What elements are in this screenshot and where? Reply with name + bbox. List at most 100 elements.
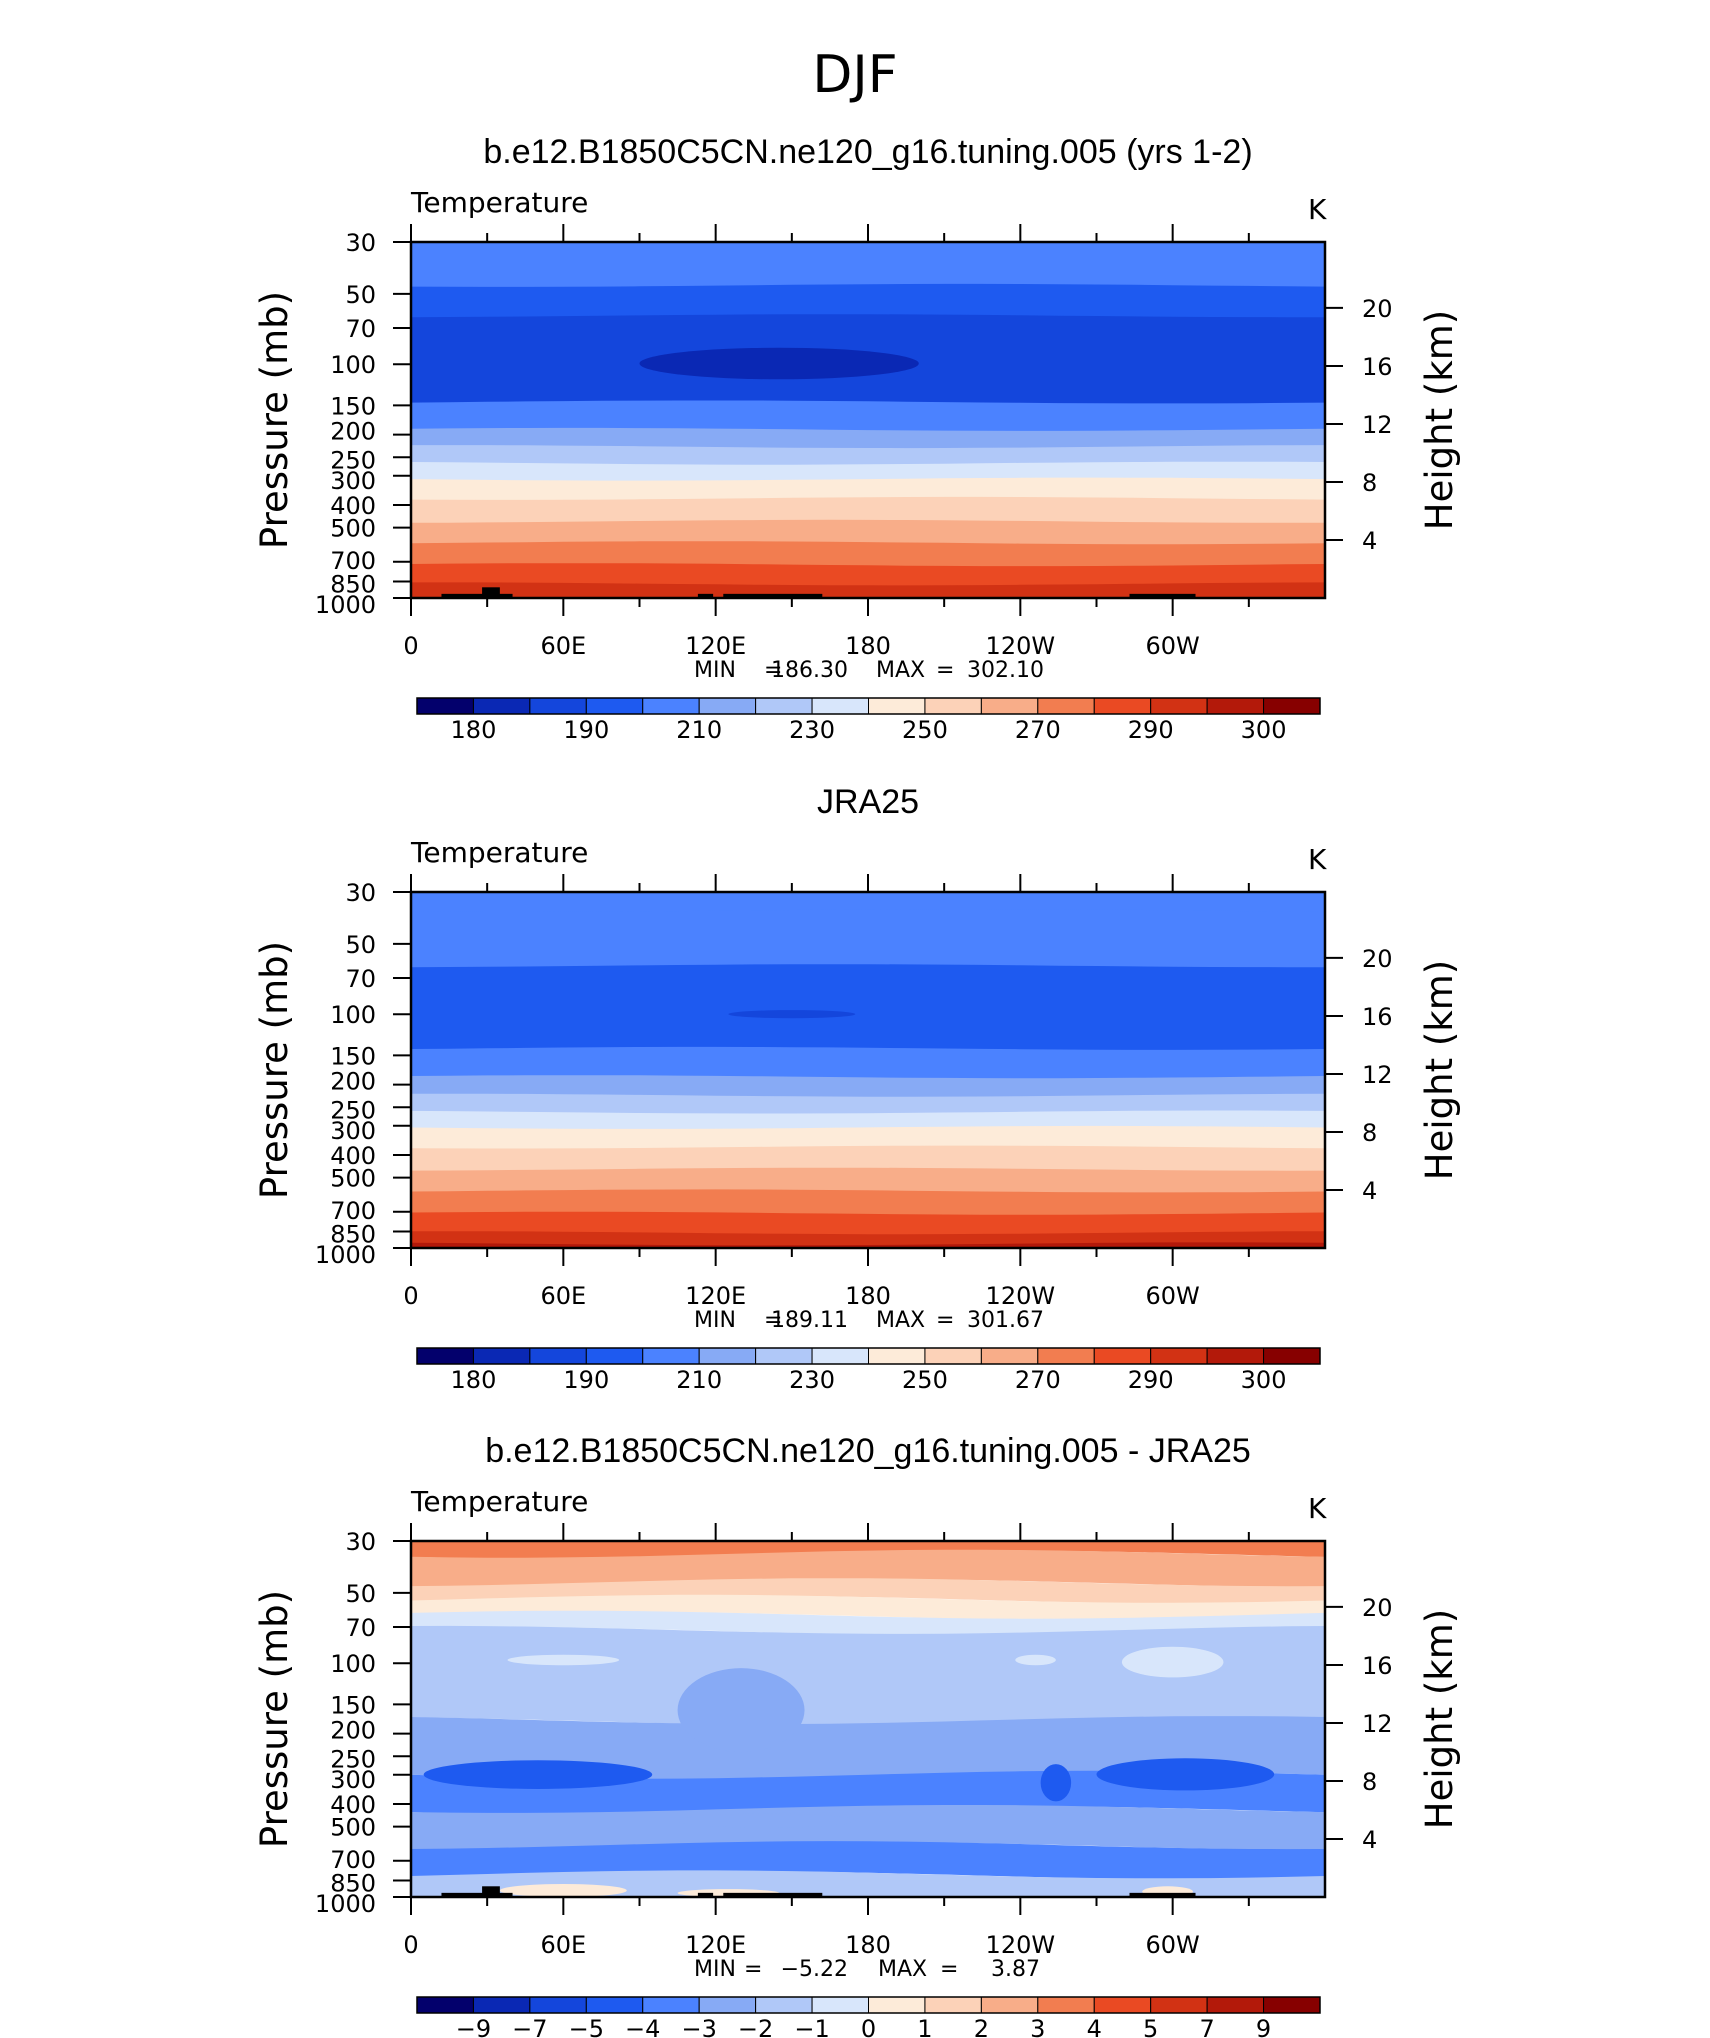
colorbar: 180 190 210 230 250 270 290 300 — [416, 1347, 1321, 1394]
units-label: K — [1308, 193, 1327, 226]
terrain-mask — [1129, 1892, 1196, 1897]
x-tick-label: 60W — [1146, 632, 1200, 660]
panel-title: JRA25 — [817, 783, 919, 821]
contour-feature — [507, 1654, 620, 1666]
contour-band — [411, 1211, 1325, 1236]
contour-band — [411, 1242, 1325, 1248]
colorbar-label: 180 — [451, 716, 497, 744]
contour-band — [411, 445, 1325, 466]
max-value: 301.67 — [967, 1308, 1044, 1333]
colorbar-swatch — [811, 697, 869, 715]
colorbar-swatch — [416, 1347, 474, 1365]
terrain-mask — [723, 1892, 823, 1897]
min-label: MIN — [694, 1308, 736, 1333]
colorbar-label: 290 — [1128, 716, 1174, 744]
terrain-mask — [441, 593, 513, 598]
y-tick-label: 500 — [330, 515, 376, 543]
y-tick-label: 150 — [330, 1691, 376, 1719]
colorbar-label: −3 — [681, 2015, 716, 2038]
contour-feature — [1121, 1646, 1224, 1678]
max-label: MAX — [878, 1957, 927, 1982]
colorbar-label: 1 — [917, 2015, 932, 2038]
x-tick-label: 60E — [540, 1931, 586, 1959]
contour-band — [411, 563, 1325, 587]
colorbar-frame — [416, 1347, 1321, 1365]
y-tick-label: 250 — [330, 1096, 376, 1124]
contour-band — [411, 541, 1325, 568]
x-tick-label: 120W — [986, 1931, 1056, 1959]
panel-title: b.e12.B1850C5CN.ne120_g16.tuning.005 - J… — [485, 1432, 1251, 1470]
max-label: MAX — [876, 1308, 925, 1333]
x-tick-label: 180 — [845, 632, 891, 660]
contour-band — [411, 427, 1325, 450]
panel-3: b.e12.B1850C5CN.ne120_g16.tuning.005 - J… — [253, 1432, 1461, 2038]
contour-band — [411, 1841, 1325, 1880]
y-tick-label: 50 — [345, 931, 376, 959]
contour-band — [411, 1231, 1325, 1247]
panel-title: b.e12.B1850C5CN.ne120_g16.tuning.005 (yr… — [483, 133, 1252, 171]
y-tick-label: 30 — [345, 879, 376, 907]
x-tick-label: 0 — [403, 1282, 418, 1310]
variable-label: Temperature — [410, 1485, 588, 1518]
y-tick-label: 50 — [345, 281, 376, 309]
colorbar-swatch — [1093, 697, 1152, 715]
contour-band — [411, 1145, 1325, 1172]
panel-1: b.e12.B1850C5CN.ne120_g16.tuning.005 (yr… — [253, 133, 1461, 744]
contour-band — [411, 1125, 1325, 1150]
contour-band — [411, 242, 1325, 288]
contour-band — [411, 477, 1325, 501]
contour-feature — [1096, 1758, 1275, 1791]
colorbar-swatch — [472, 1996, 531, 2014]
colorbar-swatch — [416, 697, 474, 715]
contour-feature — [677, 1813, 856, 1828]
contour-band — [411, 1716, 1325, 1780]
terrain-mask — [1129, 593, 1196, 598]
equals-sign: = — [936, 1308, 954, 1333]
max-value: 302.10 — [967, 658, 1044, 683]
max-value: 3.87 — [991, 1957, 1040, 1982]
colorbar-label: 180 — [451, 1366, 497, 1394]
colorbar-label: 250 — [902, 1366, 948, 1394]
panel-2: JRA25 Temperature K 30507010015020025030… — [253, 783, 1461, 1394]
y2-tick-label: 16 — [1362, 1003, 1393, 1031]
colorbar: −9 −7 −5 −4 −3 −2 −1 0 1 2 3 4 5 7 9 — [416, 1996, 1321, 2038]
min-value: 186.30 — [771, 658, 848, 683]
y-tick-label: 200 — [330, 1717, 376, 1745]
y2-tick-label: 4 — [1362, 527, 1377, 555]
colorbar-label: 190 — [563, 1366, 609, 1394]
y2-axis-label: Height (km) — [1418, 1609, 1461, 1829]
y2-tick-label: 12 — [1362, 1710, 1393, 1738]
x-tick-label: 180 — [845, 1282, 891, 1310]
y-tick-label: 500 — [330, 1814, 376, 1842]
y-tick-label: 400 — [330, 1142, 376, 1170]
y-tick-label: 1000 — [315, 591, 376, 619]
min-value: 189.11 — [771, 1308, 848, 1333]
colorbar-swatch — [1037, 1996, 1095, 2014]
contour-band — [411, 1110, 1325, 1130]
y-axis-label: Pressure (mb) — [253, 291, 296, 549]
colorbar-swatch — [980, 697, 1039, 715]
contour-band — [411, 1075, 1325, 1098]
contour-band — [411, 1625, 1325, 1725]
contour-feature — [1040, 1764, 1072, 1802]
y-tick-label: 1000 — [315, 1890, 376, 1918]
colorbar-frame — [416, 697, 1321, 715]
colorbar-swatch — [980, 1347, 1039, 1365]
y-tick-label: 700 — [330, 1846, 376, 1874]
colorbar-swatch — [698, 1996, 757, 2014]
colorbar-swatch — [698, 697, 757, 715]
colorbar-label: 210 — [676, 716, 722, 744]
y2-tick-label: 12 — [1362, 1061, 1393, 1089]
y-tick-label: 150 — [330, 1042, 376, 1070]
y2-tick-label: 16 — [1362, 353, 1393, 381]
colorbar-swatch — [1093, 1996, 1152, 2014]
colorbar-swatch — [1263, 697, 1321, 715]
colorbar-swatch — [472, 1347, 531, 1365]
y2-tick-label: 4 — [1362, 1177, 1377, 1205]
y-tick-label: 850 — [330, 571, 376, 599]
colorbar: 180 190 210 230 250 270 290 300 — [416, 697, 1321, 744]
y-tick-label: 300 — [330, 1117, 376, 1145]
colorbar-swatch — [529, 1996, 587, 2014]
colorbar-swatch — [1150, 1347, 1208, 1365]
